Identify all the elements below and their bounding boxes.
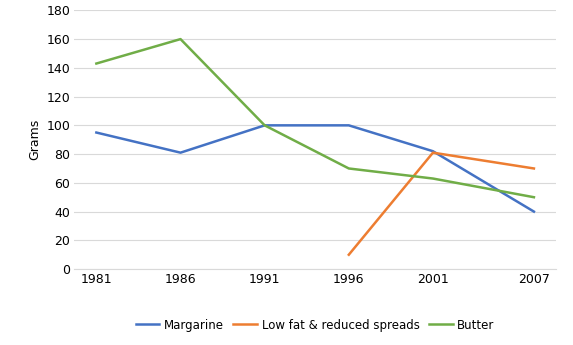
Line: Butter: Butter bbox=[96, 39, 534, 197]
Low fat & reduced spreads bbox=[531, 166, 537, 170]
Line: Low fat & reduced spreads: Low fat & reduced spreads bbox=[349, 152, 534, 255]
Line: Margarine: Margarine bbox=[96, 125, 534, 211]
Margarine bbox=[346, 123, 352, 127]
Butter bbox=[430, 177, 437, 181]
Low fat & reduced spreads bbox=[346, 253, 352, 257]
Butter bbox=[177, 37, 184, 41]
Y-axis label: Grams: Grams bbox=[28, 119, 41, 160]
Butter bbox=[261, 123, 268, 127]
Margarine bbox=[93, 130, 100, 135]
Margarine bbox=[177, 150, 184, 155]
Butter bbox=[531, 195, 537, 199]
Legend: Margarine, Low fat & reduced spreads, Butter: Margarine, Low fat & reduced spreads, Bu… bbox=[131, 314, 500, 336]
Margarine bbox=[531, 209, 537, 214]
Margarine bbox=[261, 123, 268, 127]
Butter bbox=[346, 166, 352, 170]
Butter bbox=[93, 61, 100, 66]
Low fat & reduced spreads bbox=[430, 150, 437, 155]
Margarine bbox=[430, 149, 437, 153]
